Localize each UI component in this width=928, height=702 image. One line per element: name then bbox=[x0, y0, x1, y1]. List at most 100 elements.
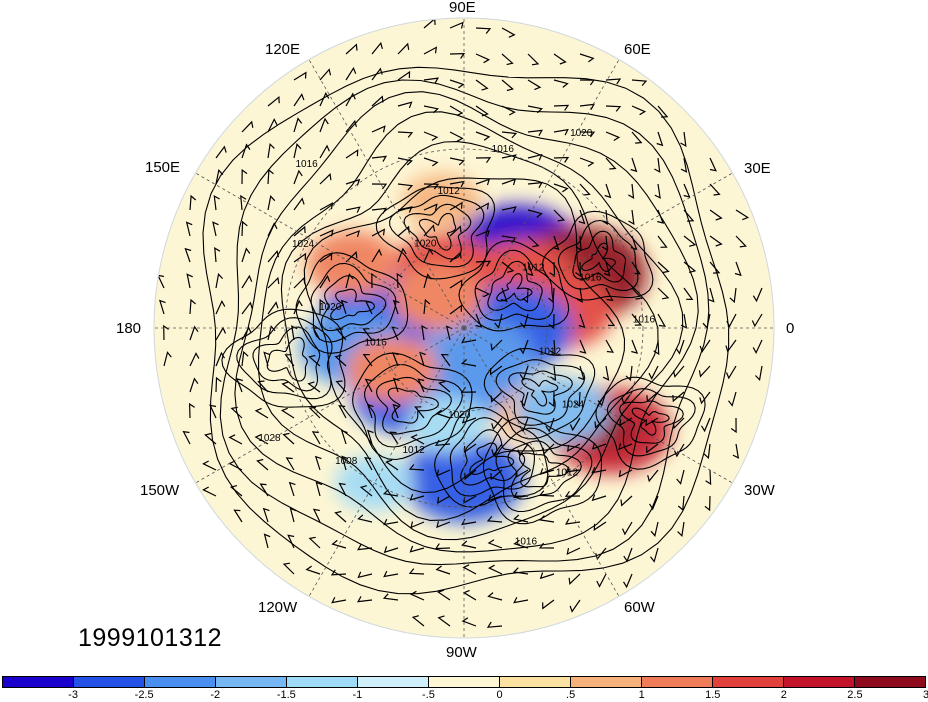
wind-barb bbox=[340, 429, 348, 445]
lon-label-60w: 60W bbox=[624, 599, 655, 616]
wind-barb bbox=[513, 514, 529, 523]
wind-barb bbox=[319, 91, 330, 107]
colorbar-tick-label: -1.5 bbox=[276, 689, 296, 701]
wind-barb bbox=[605, 78, 622, 85]
wind-barb bbox=[501, 206, 517, 213]
wind-barb bbox=[383, 546, 399, 554]
wind-barb bbox=[267, 276, 280, 289]
wind-barb bbox=[423, 46, 438, 55]
wind-barb bbox=[649, 495, 659, 511]
wind-barb bbox=[579, 103, 595, 110]
wind-barb bbox=[449, 279, 463, 289]
wind-barb bbox=[675, 339, 685, 355]
wind-barb bbox=[564, 518, 581, 525]
wind-barb bbox=[267, 325, 276, 341]
wind-barb bbox=[241, 301, 253, 315]
wind-barb bbox=[594, 417, 607, 429]
wind-barb bbox=[345, 149, 359, 159]
wind-barb bbox=[538, 490, 555, 497]
wind-barb bbox=[449, 251, 462, 263]
meridian-line bbox=[463, 327, 620, 597]
wind-barb bbox=[519, 365, 529, 381]
wind-barb bbox=[397, 101, 413, 109]
wind-barb bbox=[293, 143, 302, 159]
wind-barb bbox=[338, 404, 347, 419]
wind-barb bbox=[513, 596, 529, 604]
lon-label-90e: 90E bbox=[449, 0, 476, 16]
wind-barb bbox=[209, 404, 217, 419]
wind-barb bbox=[259, 483, 269, 497]
wind-barb bbox=[397, 247, 407, 263]
wind-barb bbox=[289, 507, 297, 523]
wind-barb bbox=[527, 53, 540, 66]
wind-barb bbox=[397, 131, 414, 138]
wind-barb bbox=[672, 391, 685, 403]
wind-barb bbox=[729, 287, 737, 304]
wind-barb bbox=[212, 221, 219, 237]
wind-barb bbox=[449, 52, 466, 59]
wind-barb bbox=[475, 178, 491, 186]
wind-barb bbox=[371, 125, 386, 133]
wind-barb bbox=[605, 287, 614, 302]
wind-barb bbox=[650, 547, 659, 563]
colorbar-tick-label: 2.5 bbox=[847, 689, 863, 701]
wind-barb bbox=[501, 53, 514, 66]
colorbar-tick-label: 0 bbox=[496, 689, 503, 701]
wind-barb bbox=[520, 313, 529, 329]
wind-barb bbox=[423, 247, 434, 263]
wind-barb bbox=[408, 464, 425, 471]
wind-barb bbox=[449, 304, 462, 315]
wind-barb bbox=[623, 547, 633, 563]
wind-barb bbox=[357, 571, 373, 579]
wind-barb bbox=[364, 457, 373, 471]
latitude-ring bbox=[284, 148, 644, 508]
meridian-line bbox=[195, 172, 465, 329]
wind-barb bbox=[527, 235, 540, 248]
wind-barb bbox=[228, 434, 243, 445]
isobar-line bbox=[541, 210, 654, 301]
wind-barb bbox=[435, 439, 451, 447]
contour-label: 1016 bbox=[492, 144, 515, 155]
wind-barb bbox=[527, 181, 544, 189]
wind-barb bbox=[241, 326, 252, 341]
wind-barb bbox=[293, 225, 306, 237]
wind-barb bbox=[654, 157, 661, 173]
wind-barb bbox=[434, 543, 451, 550]
wind-barb bbox=[423, 105, 439, 114]
wind-barb bbox=[520, 391, 529, 407]
wind-barb bbox=[596, 573, 607, 588]
wind-barb bbox=[362, 328, 373, 341]
wind-barb bbox=[334, 510, 347, 523]
wind-barb bbox=[725, 339, 737, 353]
isobar-line bbox=[483, 347, 596, 440]
wind-barb bbox=[280, 407, 295, 419]
wind-barb bbox=[631, 79, 648, 86]
wind-barb bbox=[501, 79, 514, 92]
wind-barb bbox=[676, 469, 685, 485]
wind-barb bbox=[683, 261, 697, 273]
wind-barb bbox=[213, 195, 220, 211]
lon-label-150e: 150E bbox=[145, 159, 181, 176]
wind-barb bbox=[308, 406, 321, 419]
wind-barb bbox=[288, 481, 296, 497]
wind-barb bbox=[202, 460, 217, 471]
wind-barb bbox=[308, 536, 321, 549]
wind-barb bbox=[267, 195, 276, 211]
wind-barb bbox=[677, 495, 685, 512]
wind-barb bbox=[267, 301, 279, 315]
isobar-line bbox=[418, 212, 457, 251]
contour-label: 1024 bbox=[562, 400, 585, 411]
map-disk: 1012 1024 1012 1016 1020 1012 1008 1028 1016 1020… bbox=[154, 18, 774, 638]
wind-barb bbox=[630, 157, 638, 173]
wind-barb bbox=[163, 324, 169, 341]
wind-barb bbox=[579, 183, 591, 196]
wind-barb bbox=[215, 145, 227, 159]
wind-barb bbox=[440, 353, 451, 367]
polar-map: 1012 1024 1012 1016 1020 1012 1008 1028 1016 1020… bbox=[153, 17, 775, 639]
wind-barbs bbox=[156, 18, 763, 628]
wind-barb bbox=[293, 197, 305, 211]
colorbar-swatch bbox=[642, 677, 713, 687]
wind-barb bbox=[699, 339, 711, 353]
wind-barb bbox=[319, 68, 332, 81]
wind-barb bbox=[620, 495, 633, 507]
